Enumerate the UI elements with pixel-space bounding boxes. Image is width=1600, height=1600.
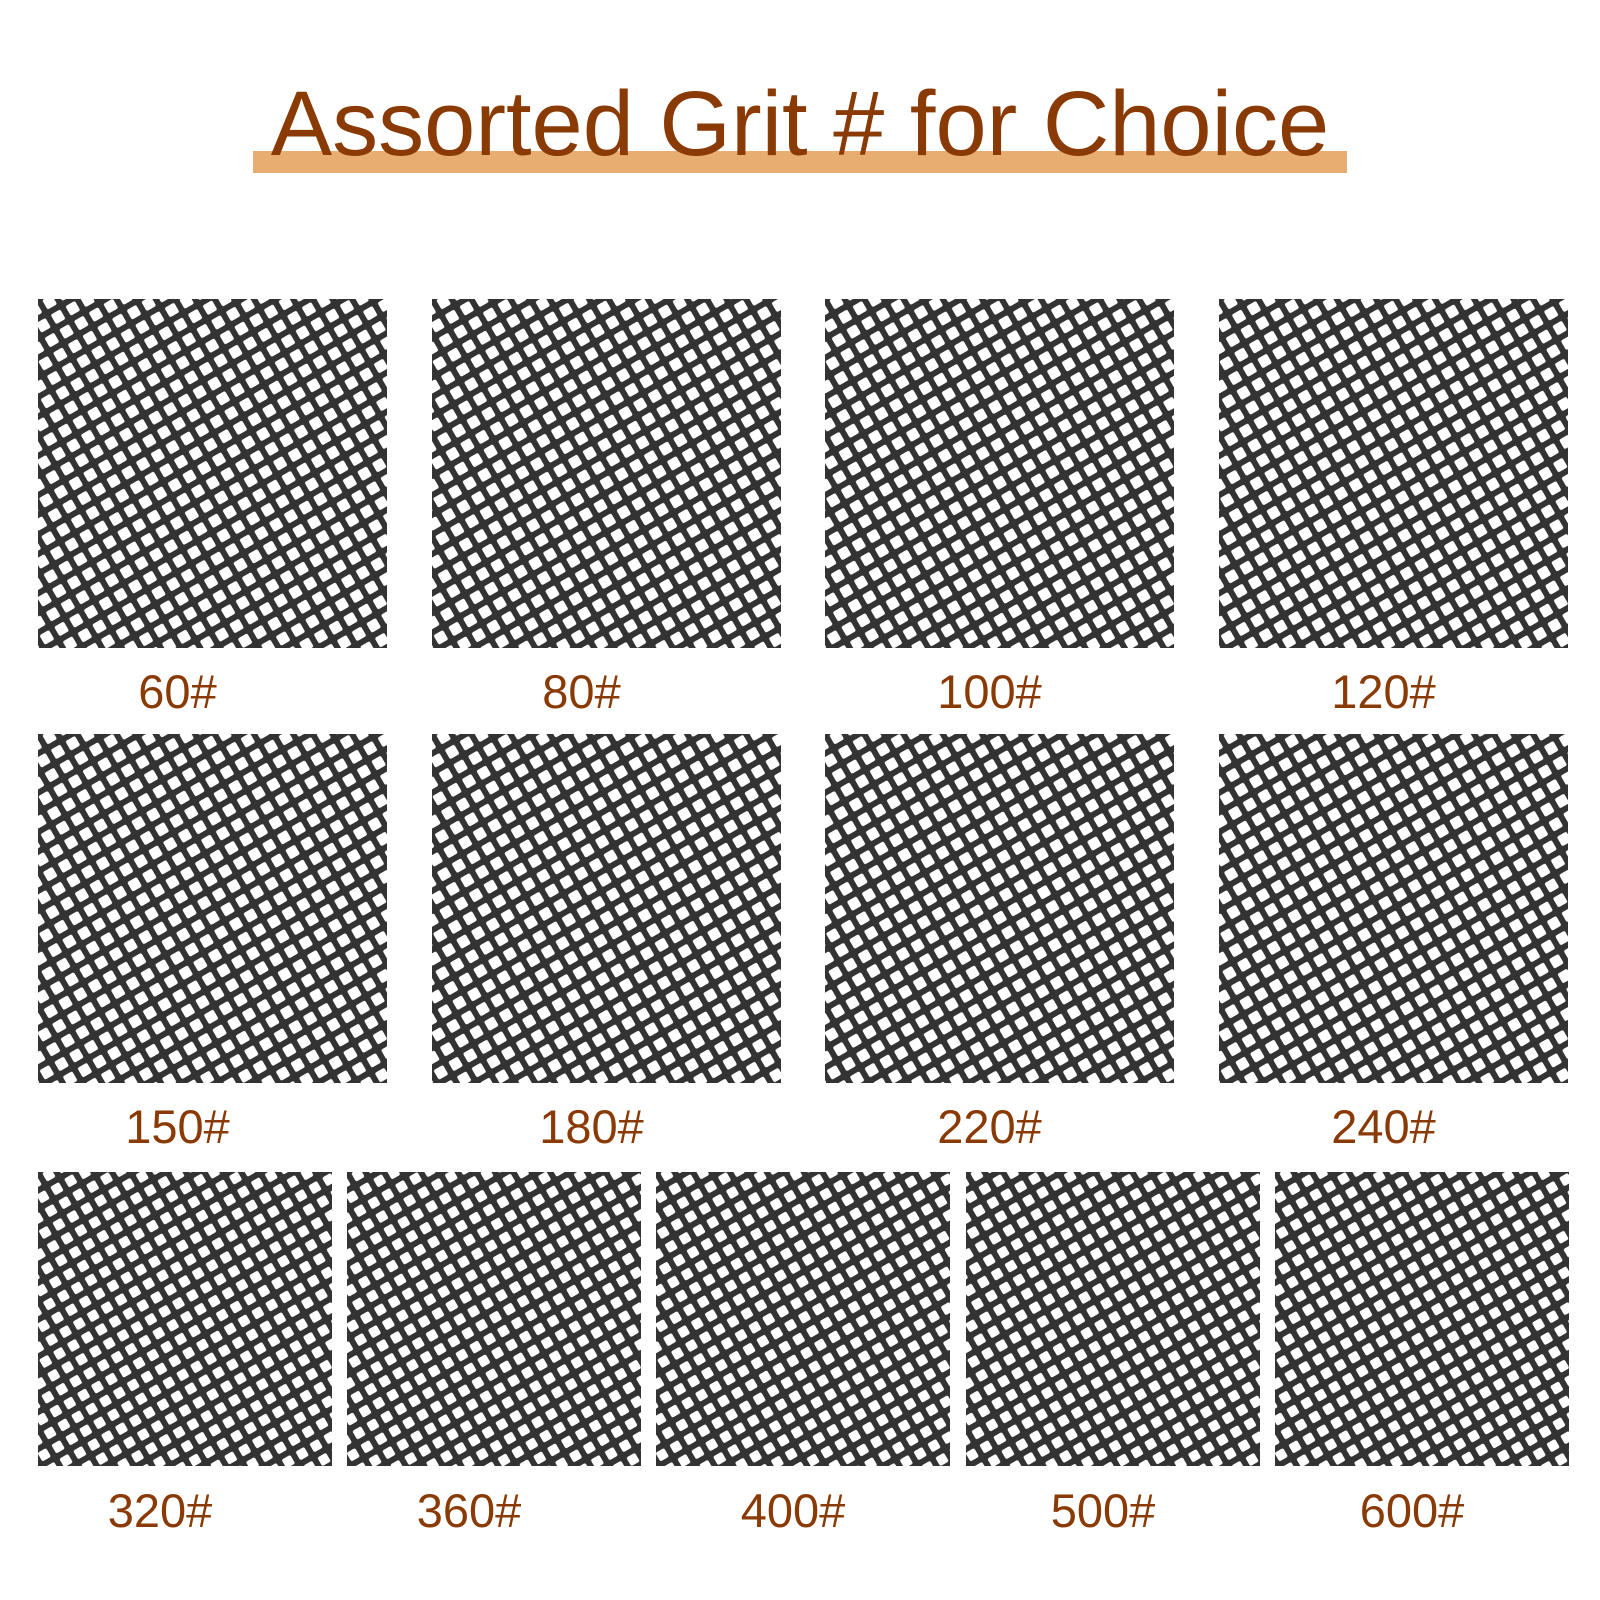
sanding-mesh-image: [1219, 299, 1568, 648]
sanding-mesh-image: [38, 1172, 332, 1466]
sanding-mesh-image: [825, 734, 1174, 1083]
grit-label: 80#: [542, 665, 621, 718]
sanding-mesh-image: [38, 299, 387, 648]
grit-label: 360#: [416, 1484, 522, 1537]
grit-label: 100#: [937, 665, 1042, 718]
grit-label: 320#: [107, 1484, 213, 1537]
sanding-mesh-image: [347, 1172, 641, 1466]
sanding-mesh-image: [432, 299, 781, 648]
sanding-mesh-image: [1275, 1172, 1569, 1466]
sanding-mesh-image: [432, 734, 781, 1083]
grit-label: 600#: [1359, 1484, 1465, 1537]
sanding-mesh-image: [966, 1172, 1260, 1466]
grit-label: 220#: [937, 1100, 1042, 1153]
grit-label: 500#: [1050, 1484, 1156, 1537]
page-title: Assorted Grit # for Choice: [270, 73, 1330, 175]
grit-label: 150#: [125, 1100, 230, 1153]
grit-label: 120#: [1331, 665, 1436, 718]
grit-label: 180#: [539, 1100, 644, 1153]
sanding-mesh-image: [1219, 734, 1568, 1083]
grit-label: 400#: [740, 1484, 846, 1537]
sanding-mesh-image: [656, 1172, 950, 1466]
sanding-mesh-image: [38, 734, 387, 1083]
grit-label: 60#: [138, 665, 217, 718]
grit-label: 240#: [1331, 1100, 1436, 1153]
sanding-mesh-image: [825, 299, 1174, 648]
title-underline: [253, 151, 1347, 173]
